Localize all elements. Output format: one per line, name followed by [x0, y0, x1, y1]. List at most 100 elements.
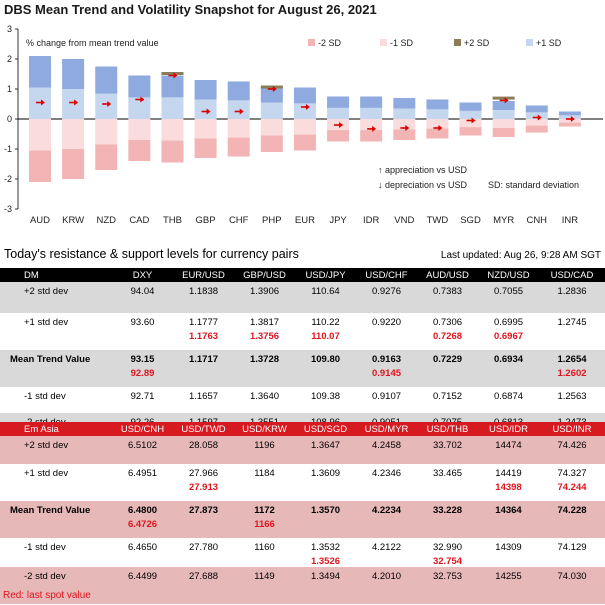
level-value: 27.780	[188, 542, 219, 553]
legend-label-0: -2 SD	[318, 38, 342, 48]
level-value: 0.9163	[371, 354, 402, 365]
cell-value: 74.327 74.244	[539, 464, 605, 501]
level-value: 28.058	[188, 440, 219, 451]
spot-value: 1166	[254, 519, 275, 530]
bar-plus2-NZD	[95, 66, 118, 94]
bar-minus1-IDR	[360, 119, 383, 131]
cell-value: 1.2745	[539, 313, 605, 350]
level-value: 1.3906	[249, 286, 280, 297]
x-tick-label-AUD: AUD	[30, 215, 50, 226]
spot-arrowhead-MYR	[504, 97, 509, 104]
y-tick-label: -1	[4, 144, 12, 154]
bar-minus1-TWD	[426, 119, 449, 129]
level-value: 0.7383	[432, 286, 463, 297]
cell-value: 27.873	[173, 501, 234, 538]
cell-value: 6.5102	[112, 436, 173, 464]
bar-plus2-CAD	[128, 75, 151, 98]
level-value: 0.7055	[493, 286, 524, 297]
level-value: 4.2234	[371, 505, 402, 516]
bar-plus1-VND	[393, 108, 416, 119]
bar-plus1-EUR	[293, 103, 316, 119]
legend-swatch-2	[454, 39, 461, 46]
bar-plus2-GBP	[194, 80, 217, 100]
bar-minus1-SGD	[459, 119, 482, 128]
y-tick-label: 0	[7, 114, 12, 124]
level-value: 1149	[254, 571, 275, 582]
cell-value: 1.1838	[173, 282, 234, 313]
level-value: 1.2563	[557, 391, 587, 402]
bar-minus2-CHF	[227, 137, 250, 157]
annotation-appreciation: ↑ appreciation vs USD	[378, 165, 468, 175]
cell-value: 14255	[478, 567, 539, 604]
dm-header-5: USD/CHF	[356, 268, 417, 282]
em-header-6: USD/THB	[417, 422, 478, 436]
table-row: Mean Trend Value 6.4800 6.4726 27.873 1172 11…	[0, 501, 605, 538]
level-value: 1172	[254, 505, 275, 516]
cell-value: 110.64	[295, 282, 356, 313]
cell-value: 14419 14398	[478, 464, 539, 501]
bar-minus1-CAD	[128, 119, 151, 140]
dm-header-6: AUD/USD	[417, 268, 478, 282]
level-value: 33.228	[432, 505, 463, 516]
x-tick-label-CHF: CHF	[229, 215, 249, 226]
x-tick-label-EUR: EUR	[295, 215, 315, 226]
cell-value: 0.6995 0.6967	[478, 313, 539, 350]
bar-minus2-INR	[558, 122, 581, 127]
spot-value: 0.9145	[371, 368, 402, 379]
cell-value: 0.9220	[356, 313, 417, 350]
bar-plus1-GBP	[194, 99, 217, 119]
cell-value: 1.1777 1.1763	[173, 313, 234, 350]
level-value: 6.4499	[127, 571, 158, 582]
spot-value: 32.754	[432, 556, 463, 567]
cell-value: 1.3647	[295, 436, 356, 464]
x-tick-label-IDR: IDR	[363, 215, 380, 226]
level-value: 4.2458	[371, 440, 402, 451]
x-tick-label-NZD: NZD	[96, 215, 116, 226]
level-value: 6.4951	[127, 468, 158, 479]
cell-value: 1.3609	[295, 464, 356, 501]
last-updated: Last updated: Aug 26, 9:28 AM SGT	[440, 250, 601, 261]
spot-value: 1.2602	[557, 368, 587, 379]
y-tick-label: -3	[4, 204, 12, 214]
bar-minus1-THB	[161, 119, 184, 141]
cell-value: 1.3817 1.3756	[234, 313, 295, 350]
cell-value: 4.2010	[356, 567, 417, 604]
spot-value: 74.244	[557, 482, 587, 493]
table-row: +1 std dev 6.4951 27.966 27.913 1184 1.3609 4.…	[0, 464, 605, 501]
x-tick-label-CAD: CAD	[129, 215, 149, 226]
bar-plus2-THB	[161, 75, 184, 98]
x-tick-label-THB: THB	[163, 215, 182, 226]
spot-arrowhead-NZD	[107, 101, 112, 107]
table-row: Mean Trend Value 93.15 92.89 1.1717 1.3728 10…	[0, 350, 605, 387]
bar-minus2-TWD	[426, 128, 449, 139]
x-tick-label-JPY: JPY	[329, 215, 347, 226]
level-value: 93.15	[130, 354, 155, 365]
bar-plus1-CNH	[525, 112, 548, 119]
level-value: 1.3640	[249, 391, 280, 402]
level-value: 0.7152	[432, 391, 463, 402]
spot-value: 1.3526	[310, 556, 341, 567]
spot-arrowhead-EUR	[305, 104, 310, 110]
cell-value: 1.2654 1.2602	[539, 350, 605, 387]
dm-header-4: USD/JPY	[295, 268, 356, 282]
spot-arrowhead-PHP	[272, 86, 277, 92]
cell-value: 6.4499	[112, 567, 173, 604]
cell-value: 0.7383	[417, 282, 478, 313]
spot-arrowhead-CNH	[537, 114, 542, 121]
bar-minus1-CHF	[227, 119, 250, 138]
y-tick-label: -2	[4, 174, 12, 184]
spot-arrowhead-AUD	[41, 99, 45, 106]
level-value: 32.753	[432, 571, 463, 582]
row-label: -1 std dev	[24, 542, 66, 553]
cell-value: 33.228	[417, 501, 478, 538]
level-value: 74.426	[557, 440, 587, 451]
cell-value: 32.753	[417, 567, 478, 604]
x-tick-label-VND: VND	[394, 215, 414, 226]
level-value: 4.2122	[371, 542, 402, 553]
cell-value: 27.966 27.913	[173, 464, 234, 501]
bar-plus1-KRW	[62, 89, 85, 119]
bar-plus1-CAD	[128, 97, 151, 119]
bar-plus2-TWD	[426, 99, 449, 110]
volatility-chart: 3 2 1 0 -1 -2 -3 % change from mean trend value…	[4, 24, 603, 226]
level-value: 0.7306	[432, 317, 463, 328]
